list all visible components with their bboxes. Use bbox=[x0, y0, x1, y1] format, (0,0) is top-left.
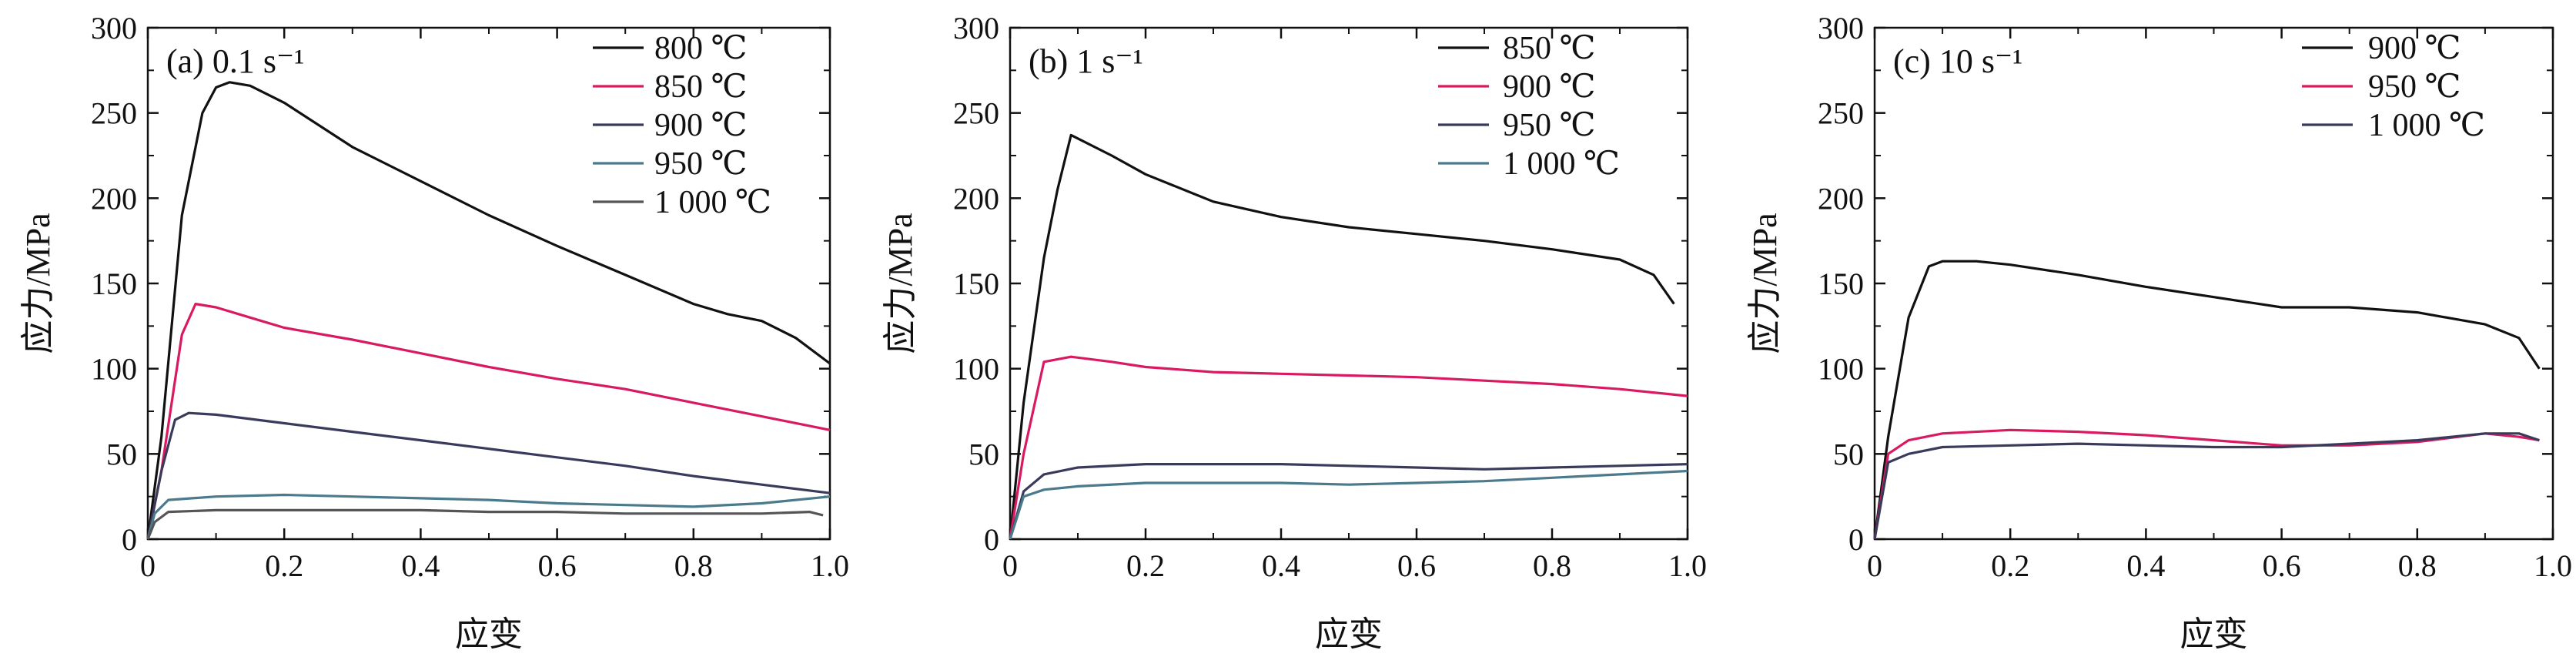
x-tick-label: 0 bbox=[1867, 548, 1882, 583]
x-tick-label: 0 bbox=[140, 548, 156, 583]
x-tick-label: 1.0 bbox=[2534, 548, 2572, 583]
x-tick-label: 0.6 bbox=[538, 548, 577, 583]
y-tick-label: 200 bbox=[953, 181, 999, 216]
series-line-1 bbox=[1009, 133, 1675, 540]
x-tick-label: 0.4 bbox=[2126, 548, 2165, 583]
series-line-1 bbox=[1873, 260, 2541, 540]
series-line-2 bbox=[1009, 355, 1688, 540]
series-line-3 bbox=[1009, 463, 1688, 540]
legend-label-5: 1 000 ℃ bbox=[654, 185, 771, 220]
y-tick-label: 250 bbox=[91, 96, 137, 131]
legend-label-3: 1 000 ℃ bbox=[2368, 108, 2485, 143]
y-tick-label: 100 bbox=[91, 352, 137, 387]
chart-panel-1: 0 0.2 0.4 0.6 0.8 1.0 0 50 100 150 200 250 300 应变 应力/M… bbox=[19, 11, 849, 653]
x-axis-label: 应变 bbox=[2180, 615, 2248, 653]
x-tick-label: 0.2 bbox=[1991, 548, 2029, 583]
legend-label-1: 800 ℃ bbox=[654, 31, 747, 66]
legend-label-2: 900 ℃ bbox=[1503, 69, 1595, 105]
x-tick-label: 0.6 bbox=[1397, 548, 1436, 583]
x-tick-label: 0 bbox=[1002, 548, 1018, 583]
series-line-4 bbox=[146, 493, 831, 540]
y-tick-label: 200 bbox=[1818, 181, 1864, 216]
y-tick-label: 150 bbox=[1818, 266, 1864, 301]
x-tick-label: 0.2 bbox=[265, 548, 303, 583]
legend-label-3: 900 ℃ bbox=[654, 108, 747, 143]
y-tick-label: 0 bbox=[1848, 522, 1864, 557]
series-line-1 bbox=[146, 81, 831, 540]
y-tick-label: 0 bbox=[122, 522, 137, 557]
chart-panel-3: 0 0.2 0.4 0.6 0.8 1.0 0 50 100 150 200 250 300 应变 应力/M… bbox=[1746, 11, 2572, 653]
panel-label: (c) 10 s⁻¹ bbox=[1893, 42, 2022, 80]
y-tick-label: 250 bbox=[953, 96, 999, 131]
x-tick-label: 0.8 bbox=[1533, 548, 1571, 583]
y-tick-label: 100 bbox=[1818, 352, 1864, 387]
y-axis-label: 应力/MPa bbox=[882, 213, 919, 354]
x-tick-label: 0.4 bbox=[401, 548, 440, 583]
legend-label-1: 900 ℃ bbox=[2368, 31, 2461, 66]
y-tick-label: 50 bbox=[106, 437, 137, 471]
panel-label: (b) 1 s⁻¹ bbox=[1029, 42, 1143, 80]
y-tick-label: 250 bbox=[1818, 96, 1864, 131]
y-axis-label: 应力/MPa bbox=[1746, 213, 1784, 354]
y-axis-label: 应力/MPa bbox=[19, 213, 57, 354]
x-tick-label: 1.0 bbox=[811, 548, 849, 583]
series-line-3 bbox=[1873, 432, 2540, 540]
y-tick-label: 150 bbox=[953, 266, 999, 301]
x-tick-label: 0.2 bbox=[1126, 548, 1165, 583]
series-line-3 bbox=[146, 411, 831, 540]
y-tick-label: 300 bbox=[91, 11, 137, 45]
x-axis-label: 应变 bbox=[455, 615, 523, 653]
legend-label-2: 950 ℃ bbox=[2368, 69, 2461, 105]
y-tick-label: 100 bbox=[953, 352, 999, 387]
legend-label-1: 850 ℃ bbox=[1503, 31, 1595, 66]
x-tick-label: 0.6 bbox=[2263, 548, 2301, 583]
x-tick-label: 1.0 bbox=[1668, 548, 1707, 583]
legend-label-3: 950 ℃ bbox=[1503, 108, 1595, 143]
series-line-4 bbox=[1009, 469, 1688, 540]
panel-label: (a) 0.1 s⁻¹ bbox=[166, 42, 304, 80]
series-line-5 bbox=[146, 508, 824, 540]
x-tick-label: 0.8 bbox=[674, 548, 713, 583]
series-line-2 bbox=[146, 303, 831, 540]
y-tick-label: 300 bbox=[1818, 11, 1864, 45]
x-axis-label: 应变 bbox=[1315, 615, 1383, 653]
y-tick-label: 150 bbox=[91, 266, 137, 301]
y-tick-label: 50 bbox=[969, 437, 999, 471]
y-tick-label: 200 bbox=[91, 181, 137, 216]
x-tick-label: 0.8 bbox=[2398, 548, 2437, 583]
x-tick-label: 0.4 bbox=[1262, 548, 1300, 583]
y-tick-label: 300 bbox=[953, 11, 999, 45]
legend-label-2: 850 ℃ bbox=[654, 69, 747, 105]
y-tick-label: 0 bbox=[984, 522, 999, 557]
legend-label-4: 950 ℃ bbox=[654, 146, 747, 182]
y-tick-label: 50 bbox=[1833, 437, 1864, 471]
chart-panel-2: 0 0.2 0.4 0.6 0.8 1.0 0 50 100 150 200 250 300 应变 应力/M… bbox=[882, 11, 1707, 653]
legend-label-4: 1 000 ℃ bbox=[1503, 146, 1620, 182]
